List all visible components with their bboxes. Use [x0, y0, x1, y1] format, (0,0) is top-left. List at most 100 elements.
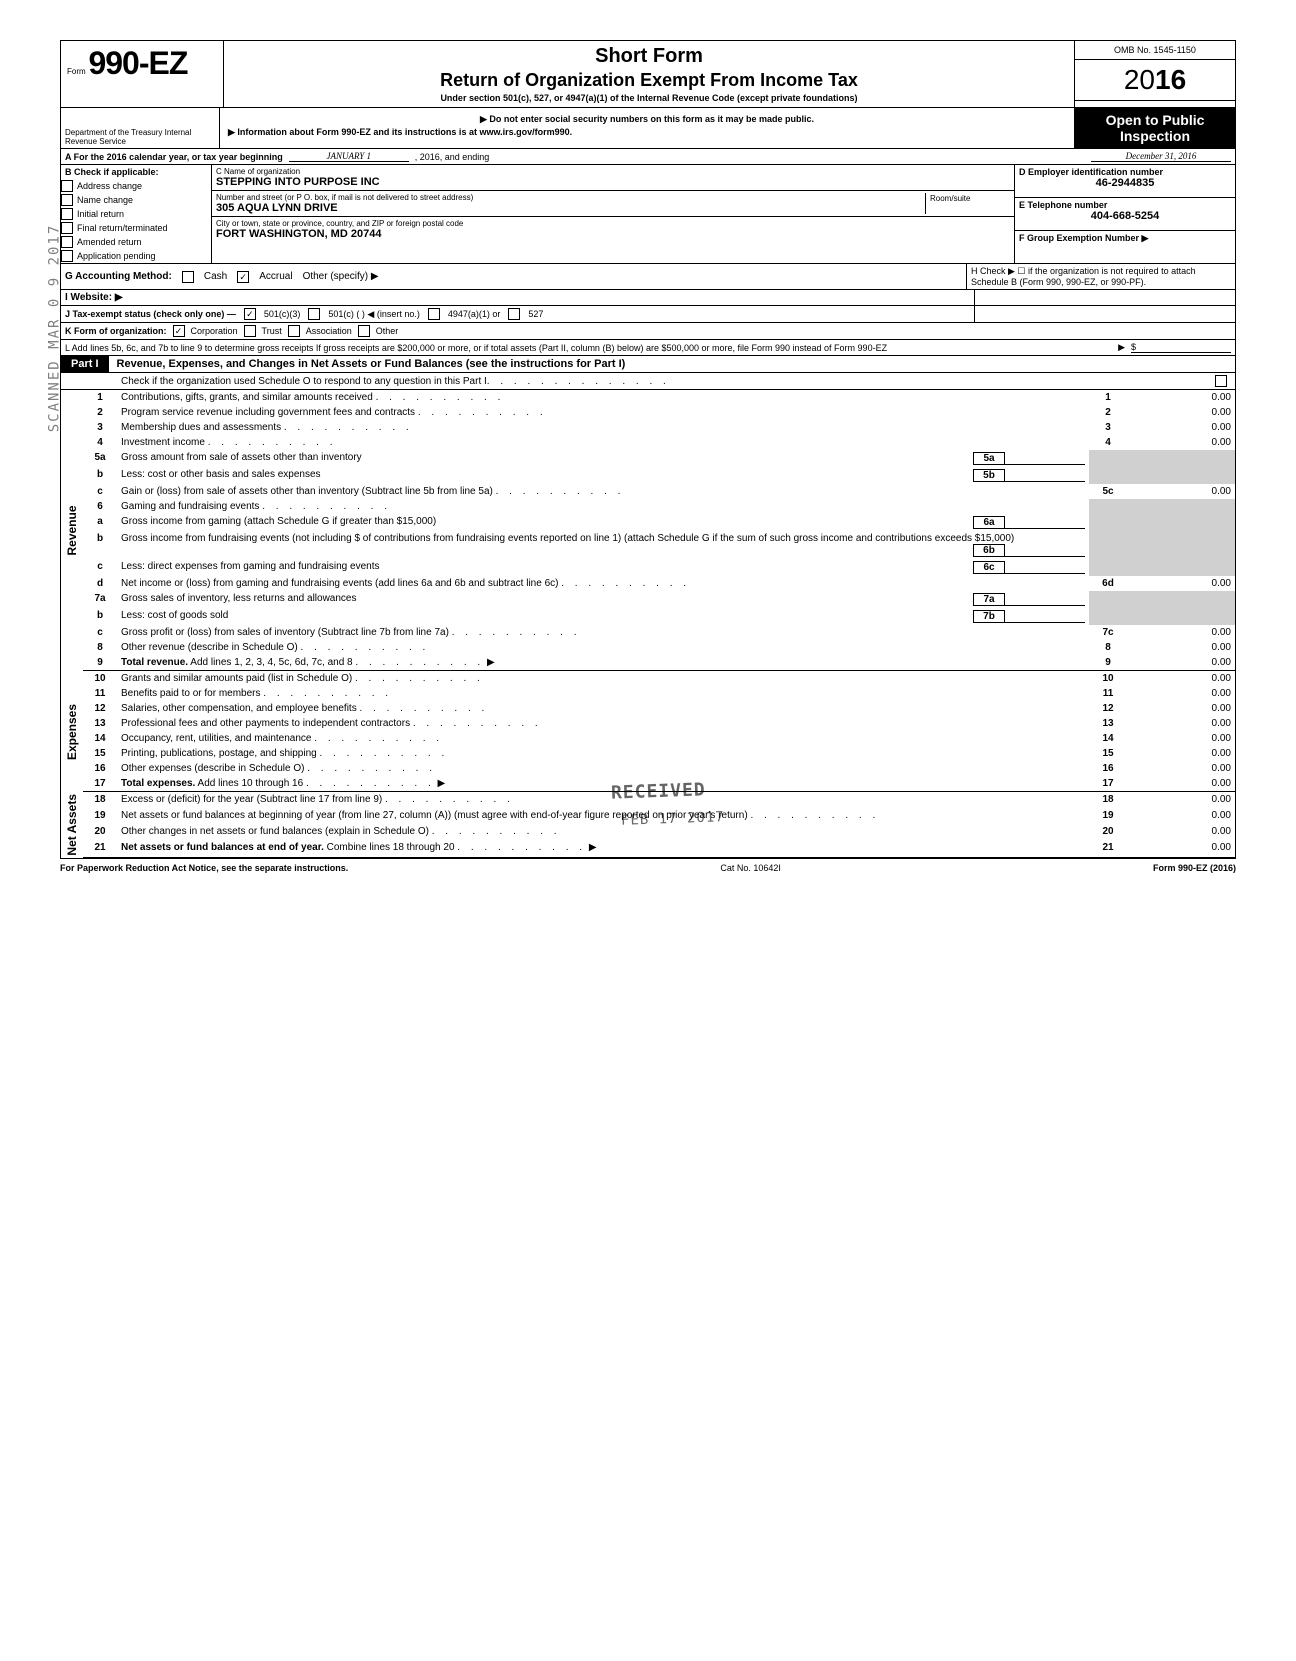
line-description: Gain or (loss) from sale of assets other…	[117, 484, 1089, 499]
line-row: 2Program service revenue including gover…	[61, 405, 1235, 420]
line-row: cLess: direct expenses from gaming and f…	[61, 559, 1235, 576]
line-amount: 0.00	[1127, 808, 1235, 824]
line-box-number	[1089, 559, 1127, 576]
line-box-number	[1089, 450, 1127, 467]
corp-checkbox[interactable]: ✓	[173, 325, 185, 337]
part1-label: Part I	[61, 356, 109, 372]
line-description: Gross profit or (loss) from sales of inv…	[117, 625, 1089, 640]
line-box-number	[1089, 608, 1127, 625]
section-h: H Check ▶ ☐ if the organization is not r…	[966, 264, 1235, 289]
line-number: b	[83, 608, 117, 625]
501c-checkbox[interactable]	[308, 308, 320, 320]
form-number: 990-EZ	[88, 45, 187, 81]
part1-header: Part I Revenue, Expenses, and Changes in…	[61, 356, 1235, 373]
line-description: Total expenses. Add lines 10 through 16 …	[117, 776, 1089, 792]
4947-checkbox[interactable]	[428, 308, 440, 320]
line-amount: 0.00	[1127, 840, 1235, 857]
line-description: Less: cost or other basis and sales expe…	[117, 467, 1089, 484]
line-row: bLess: cost of goods sold 7b	[61, 608, 1235, 625]
section-c: C Name of organization STEPPING INTO PUR…	[212, 165, 1014, 263]
line-box-number: 4	[1089, 435, 1127, 450]
line-amount: 0.00	[1127, 792, 1235, 809]
i-label: I Website: ▶	[65, 292, 123, 303]
g-label: G Accounting Method:	[65, 271, 172, 282]
line-amount: 0.00	[1127, 655, 1235, 671]
line-number: 19	[83, 808, 117, 824]
line-amount	[1127, 591, 1235, 608]
title-box: Short Form Return of Organization Exempt…	[224, 41, 1074, 107]
line-description: Printing, publications, postage, and shi…	[117, 746, 1089, 761]
line-amount: 0.00	[1127, 405, 1235, 420]
line-row: 16Other expenses (describe in Schedule O…	[61, 761, 1235, 776]
line-row: 12Salaries, other compensation, and empl…	[61, 701, 1235, 716]
line-description: Professional fees and other payments to …	[117, 716, 1089, 731]
line-amount	[1127, 559, 1235, 576]
line-box-number: 6d	[1089, 576, 1127, 591]
dept-row: Department of the Treasury Internal Reve…	[61, 108, 1235, 149]
part1-check-o: Check if the organization used Schedule …	[61, 373, 1235, 390]
instructions: ▶ Do not enter social security numbers o…	[220, 108, 1074, 148]
527-checkbox[interactable]	[508, 308, 520, 320]
open-public-box: Open to Public Inspection	[1074, 108, 1235, 148]
accrual-checkbox[interactable]: ✓	[237, 271, 249, 283]
other-checkbox[interactable]	[358, 325, 370, 337]
line-number: 15	[83, 746, 117, 761]
section-j: J Tax-exempt status (check only one) — ✓…	[61, 306, 974, 322]
street-label: Number and street (or P O. box, if mail …	[216, 193, 925, 202]
open-public-label: Open to Public Inspection	[1075, 108, 1235, 148]
line-number: a	[83, 514, 117, 531]
line-number: b	[83, 467, 117, 484]
line-amount	[1127, 467, 1235, 484]
footer-left: For Paperwork Reduction Act Notice, see …	[60, 863, 348, 873]
line-amount: 0.00	[1127, 686, 1235, 701]
line-description: Occupancy, rent, utilities, and maintena…	[117, 731, 1089, 746]
line-number: c	[83, 625, 117, 640]
check-address-change[interactable]: Address change	[61, 179, 211, 193]
line-number: d	[83, 576, 117, 591]
line-amount: 0.00	[1127, 435, 1235, 450]
line-description: Program service revenue including govern…	[117, 405, 1089, 420]
l-text: L Add lines 5b, 6c, and 7b to line 9 to …	[65, 343, 1112, 353]
row-a: A For the 2016 calendar year, or tax yea…	[61, 149, 1235, 165]
schedule-o-checkbox[interactable]	[1215, 375, 1227, 387]
501c3-checkbox[interactable]: ✓	[244, 308, 256, 320]
line-description: Contributions, gifts, grants, and simila…	[117, 390, 1089, 405]
line-number: 13	[83, 716, 117, 731]
line-amount: 0.00	[1127, 640, 1235, 655]
check-amended[interactable]: Amended return	[61, 235, 211, 249]
period-begin: JANUARY 1	[289, 151, 409, 162]
assoc-checkbox[interactable]	[288, 325, 300, 337]
line-number: b	[83, 531, 117, 559]
line-number: 1	[83, 390, 117, 405]
i-row: I Website: ▶	[61, 290, 1235, 306]
line-description: Gross sales of inventory, less returns a…	[117, 591, 1089, 608]
line-number: 3	[83, 420, 117, 435]
line-box-number: 3	[1089, 420, 1127, 435]
line-number: 6	[83, 499, 117, 514]
line-amount: 0.00	[1127, 484, 1235, 499]
right-header-box: OMB No. 1545-1150 2016	[1074, 41, 1235, 107]
trust-checkbox[interactable]	[244, 325, 256, 337]
line-box-number: 11	[1089, 686, 1127, 701]
line-row: 15Printing, publications, postage, and s…	[61, 746, 1235, 761]
c-name-label: C Name of organization	[216, 167, 1010, 176]
cash-checkbox[interactable]	[182, 271, 194, 283]
line-box-number: 8	[1089, 640, 1127, 655]
line-description: Other changes in net assets or fund bala…	[117, 824, 1089, 840]
line-description: Gross income from fundraising events (no…	[117, 531, 1089, 559]
j-label: J Tax-exempt status (check only one) —	[65, 309, 236, 319]
line-amount: 0.00	[1127, 390, 1235, 405]
line-row: Revenue1Contributions, gifts, grants, an…	[61, 390, 1235, 405]
line-description: Other expenses (describe in Schedule O) …	[117, 761, 1089, 776]
line-row: 5aGross amount from sale of assets other…	[61, 450, 1235, 467]
check-name-change[interactable]: Name change	[61, 193, 211, 207]
line-number: 16	[83, 761, 117, 776]
line-amount	[1127, 499, 1235, 514]
check-final-return[interactable]: Final return/terminated	[61, 221, 211, 235]
line-row: cGain or (loss) from sale of assets othe…	[61, 484, 1235, 499]
check-initial-return[interactable]: Initial return	[61, 207, 211, 221]
line-box-number: 16	[1089, 761, 1127, 776]
line-box-number: 2	[1089, 405, 1127, 420]
check-application-pending[interactable]: Application pending	[61, 249, 211, 263]
return-title: Return of Organization Exempt From Incom…	[232, 70, 1066, 91]
